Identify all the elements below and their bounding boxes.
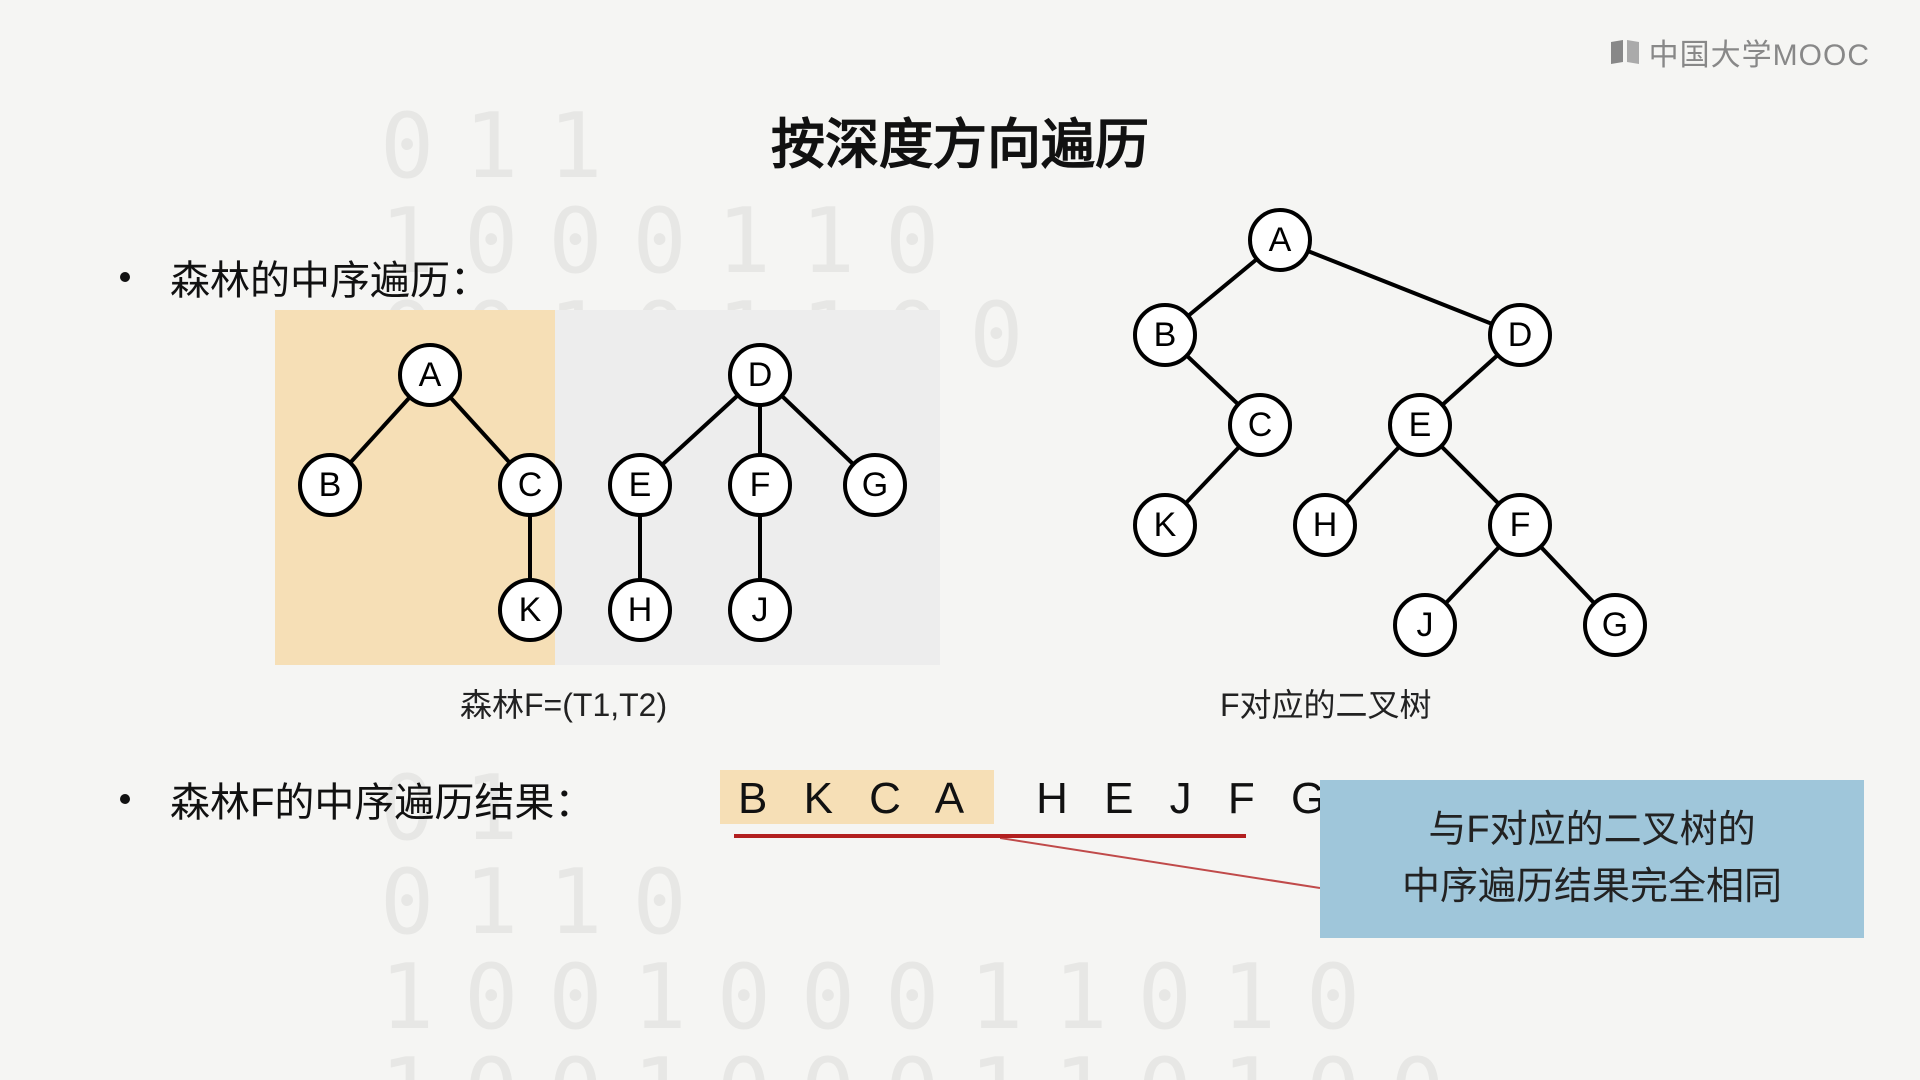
forest-caption: 森林F=(T1,T2) [460,680,667,726]
bullet-dot [120,272,130,282]
slide-title: 按深度方向遍历 [0,100,1920,179]
binary-tree-diagram: A B D C E K H F J G [1060,195,1660,665]
svg-text:B: B [319,466,342,504]
bullet1-text: 森林的中序遍历： [170,248,490,306]
svg-text:H: H [1313,506,1338,544]
svg-text:F: F [1510,506,1531,544]
svg-text:J: J [1417,606,1434,644]
note-connector [1000,838,1320,958]
watermark: 中国大学MOOC [1609,30,1870,74]
bullet2-text: 森林F的中序遍历结果： [170,770,594,828]
svg-text:D: D [1508,316,1533,354]
svg-text:F: F [750,466,771,504]
note-line2: 中序遍历结果完全相同 [1402,866,1782,908]
svg-text:C: C [1248,406,1273,444]
svg-text:G: G [1602,606,1628,644]
svg-text:B: B [1154,316,1177,354]
svg-text:G: G [862,466,888,504]
svg-text:H: H [628,591,653,629]
note-box: 与F对应的二叉树的 中序遍历结果完全相同 [1320,780,1864,938]
result-left: B K C A [720,770,994,824]
note-line1: 与F对应的二叉树的 [1428,809,1755,851]
forest-diagram: A B C K D E F G H J [275,310,940,665]
bullet-result: 森林F的中序遍历结果： [0,770,594,828]
svg-text:K: K [1154,506,1177,544]
svg-text:D: D [748,356,773,394]
svg-text:E: E [629,466,652,504]
svg-text:A: A [1269,221,1292,259]
bullet-inorder-forest: 森林的中序遍历： [0,248,490,306]
watermark-text: 中国大学MOOC [1649,30,1870,74]
svg-text:J: J [752,591,769,629]
binary-caption: F对应的二叉树 [1220,680,1432,726]
book-icon [1609,38,1641,66]
svg-text:C: C [518,466,543,504]
svg-text:E: E [1409,406,1432,444]
forest-panel: A B C K D E F G H J [275,310,940,665]
bullet-dot [120,794,130,804]
result-sequence: B K C A H E J F G D [720,770,1423,824]
svg-text:A: A [419,356,442,394]
svg-text:K: K [519,591,542,629]
